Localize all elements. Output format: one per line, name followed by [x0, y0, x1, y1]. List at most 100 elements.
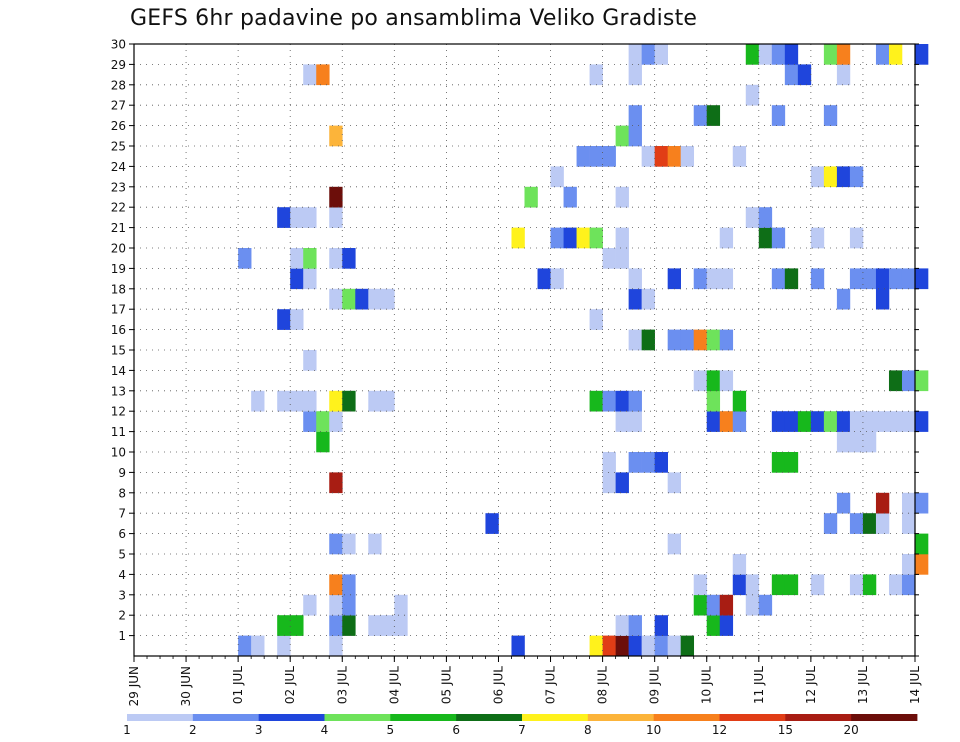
legend-label: 12 — [712, 723, 727, 737]
grid-layer — [134, 44, 915, 656]
cell — [303, 207, 317, 228]
cell — [303, 350, 317, 371]
cell — [771, 268, 786, 290]
cell — [706, 615, 721, 636]
cell — [303, 248, 317, 269]
cell — [693, 329, 708, 351]
x-tick-label: 10 JUL — [700, 666, 714, 704]
chart-title: GEFS 6hr padavine po ansamblima Veliko G… — [130, 6, 698, 31]
cell — [849, 431, 864, 453]
x-tick-label: 03 JUL — [335, 666, 349, 704]
cell — [342, 248, 356, 269]
cell — [329, 615, 343, 636]
cell — [654, 635, 668, 657]
cells-layer — [238, 44, 929, 657]
cell — [667, 533, 681, 555]
cell — [368, 615, 382, 636]
y-tick-label: 26 — [111, 119, 126, 133]
cell — [628, 411, 642, 432]
y-tick-label: 24 — [111, 160, 126, 174]
cell — [771, 411, 786, 432]
y-tick-label: 8 — [118, 486, 126, 500]
cell — [368, 533, 382, 555]
cell — [771, 452, 786, 473]
cell — [563, 186, 577, 208]
cell — [680, 635, 695, 657]
x-tick-label: 06 JUL — [491, 666, 505, 704]
cell — [238, 248, 252, 269]
y-tick-label: 18 — [111, 282, 126, 296]
cell — [329, 125, 343, 147]
cell — [823, 411, 838, 432]
cell — [784, 44, 799, 65]
cell — [641, 146, 655, 167]
cell — [277, 615, 291, 636]
cell — [329, 186, 343, 208]
cell — [602, 472, 616, 494]
cell — [368, 390, 382, 412]
cell — [771, 44, 786, 65]
cell — [915, 533, 929, 555]
cell — [758, 44, 773, 65]
cell — [823, 105, 838, 126]
y-tick-label: 17 — [111, 303, 126, 317]
cell — [667, 146, 681, 167]
cell — [615, 615, 629, 636]
y-tick-label: 29 — [111, 58, 126, 72]
cell — [784, 64, 799, 86]
cell — [303, 64, 317, 86]
cell — [915, 411, 929, 432]
cell — [901, 492, 916, 514]
cell — [810, 268, 825, 290]
cell — [654, 615, 668, 636]
cell — [888, 268, 903, 290]
cell — [719, 411, 734, 432]
legend-swatch — [653, 714, 720, 721]
cell — [888, 411, 903, 432]
cell — [915, 268, 929, 290]
cell — [706, 370, 721, 392]
cell — [771, 105, 786, 126]
cell — [628, 64, 642, 86]
cell — [329, 472, 343, 494]
x-tick-label: 04 JUL — [387, 666, 401, 704]
y-axis: 1234567891011121314151617181920212223242… — [111, 38, 919, 657]
cell — [329, 635, 343, 657]
cell — [329, 207, 343, 228]
legend-swatch — [127, 714, 194, 721]
legend-label: 7 — [518, 723, 526, 737]
cell — [589, 309, 603, 330]
cell — [915, 492, 929, 514]
cell — [849, 574, 864, 596]
legend-swatch — [587, 714, 655, 721]
cell — [524, 186, 538, 208]
y-tick-label: 10 — [111, 446, 126, 460]
y-tick-label: 28 — [111, 78, 126, 92]
cell — [849, 411, 864, 432]
cell — [719, 615, 734, 636]
cell — [628, 329, 642, 351]
cell — [602, 146, 616, 167]
cell — [290, 390, 304, 412]
legend-swatch — [258, 714, 325, 721]
cell — [758, 207, 773, 228]
x-tick-label: 12 JUL — [804, 666, 818, 704]
cell — [563, 227, 577, 249]
cell — [706, 329, 721, 351]
cell — [303, 594, 317, 616]
legend-label: 1 — [123, 723, 131, 737]
x-tick-label: 07 JUL — [544, 666, 558, 704]
cell — [654, 452, 668, 473]
cell — [849, 268, 864, 290]
cell — [329, 574, 343, 596]
y-tick-label: 3 — [118, 588, 126, 602]
cell — [915, 44, 929, 65]
y-tick-label: 7 — [118, 507, 126, 521]
cell — [329, 411, 343, 432]
cell — [303, 268, 317, 290]
cell — [875, 288, 890, 310]
legend-swatch — [192, 714, 260, 721]
cell — [329, 288, 343, 310]
cell — [849, 513, 864, 534]
cell — [875, 513, 890, 534]
